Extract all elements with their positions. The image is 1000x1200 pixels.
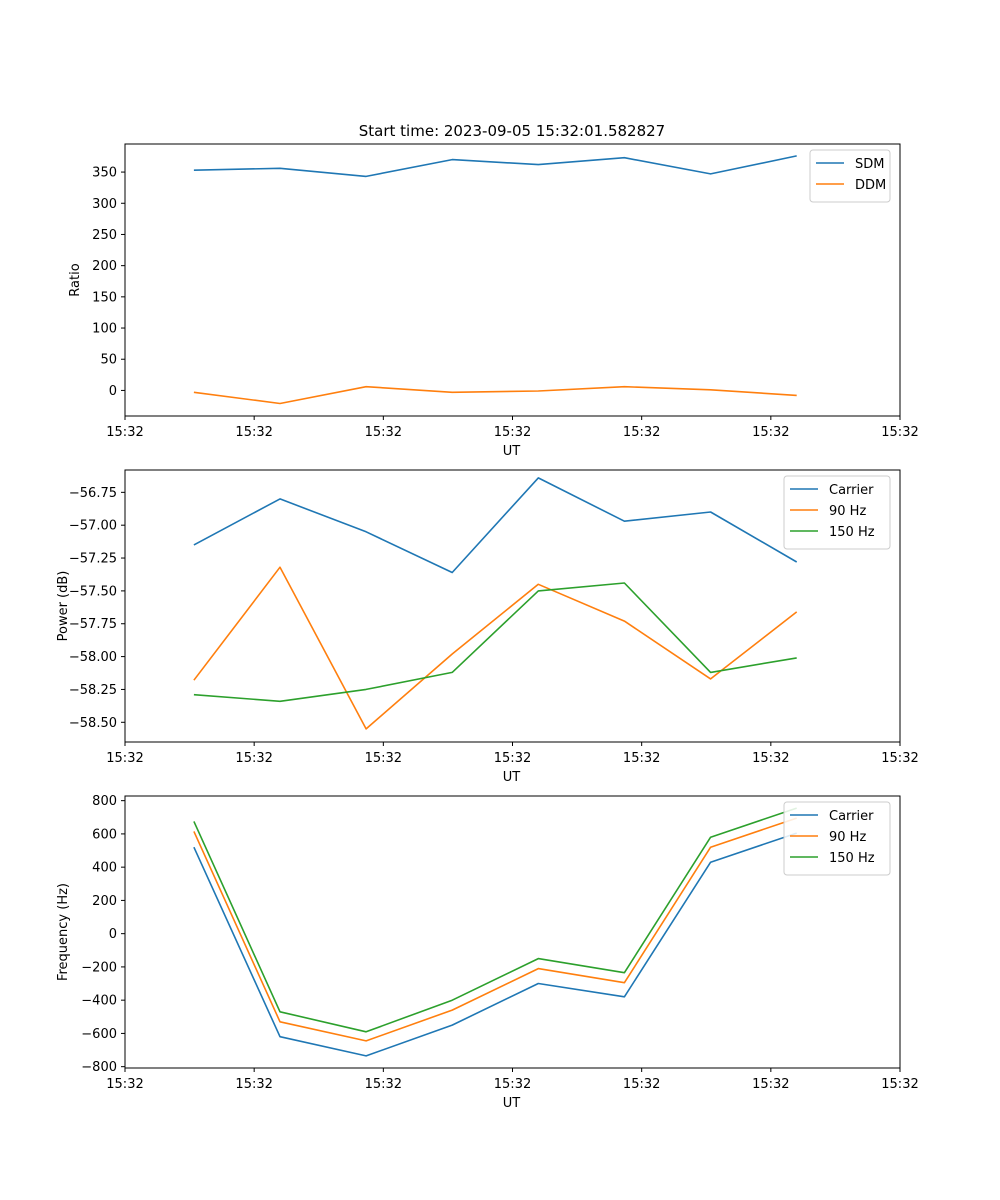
- x-tick-label: 15:32: [365, 1077, 402, 1092]
- plot-area: [124, 143, 901, 417]
- y-tick-label: −400: [81, 994, 117, 1009]
- figure-title: Start time: 2023-09-05 15:32:01.582827: [359, 122, 665, 140]
- chart-1: 0 50 100 150 200 250 300 350 15:32 15:32 15:32 15:3…: [68, 143, 919, 459]
- legend-label: 150 Hz: [829, 851, 875, 866]
- y-axis-label: Frequency (Hz): [56, 883, 71, 981]
- x-tick-label: 15:32: [235, 425, 272, 440]
- x-tick-label: 15:32: [623, 751, 660, 766]
- y-tick-label: 250: [92, 228, 117, 243]
- x-tick-label: 15:32: [494, 751, 531, 766]
- y-tick-label: 50: [100, 353, 117, 368]
- y-tick-label: 100: [92, 322, 117, 337]
- x-tick-label: 15:32: [623, 425, 660, 440]
- y-tick-label: 400: [92, 861, 117, 876]
- chart-2: −58.50 −58.25 −58.00 −57.75 −57.50 −57.25 −57.…: [56, 469, 919, 785]
- x-tick-label: 15:32: [623, 1077, 660, 1092]
- x-tick-label: 15:32: [881, 425, 918, 440]
- series-line-carrier: [193, 477, 798, 574]
- legend-label: 90 Hz: [829, 830, 866, 845]
- y-tick-label: 150: [92, 290, 117, 305]
- series-line-sdm: [193, 155, 797, 178]
- series-line-90-hz: [193, 817, 797, 1042]
- y-tick-label: −57.75: [69, 617, 117, 632]
- x-tick-label: 15:32: [752, 425, 789, 440]
- y-tick-label: −600: [81, 1027, 117, 1042]
- y-tick-label: −57.00: [69, 519, 117, 534]
- series-line-90-hz: [193, 566, 798, 730]
- y-tick-label: −200: [81, 960, 117, 975]
- x-tick-label: 15:32: [106, 751, 143, 766]
- y-tick-label: −56.75: [69, 486, 117, 501]
- x-tick-label: 15:32: [365, 425, 402, 440]
- x-tick-label: 15:32: [752, 1077, 789, 1092]
- x-tick-label: 15:32: [235, 1077, 272, 1092]
- y-axis-label: Power (dB): [56, 571, 71, 642]
- y-tick-label: 0: [109, 384, 117, 399]
- y-tick-label: 200: [92, 894, 117, 909]
- y-tick-label: 350: [92, 166, 117, 181]
- x-axis-label: UT: [503, 770, 521, 785]
- legend: Carrier 90 Hz 150 Hz: [783, 475, 891, 550]
- x-tick-label: 15:32: [106, 1077, 143, 1092]
- legend-label: Carrier: [829, 483, 874, 498]
- y-tick-label: −58.00: [69, 650, 117, 665]
- legend-label: 150 Hz: [829, 525, 875, 540]
- chart-3: −800 −600 −400 −200 0 200 400 600 800 15:32 15:32 1…: [56, 794, 919, 1111]
- x-tick-label: 15:32: [106, 425, 143, 440]
- x-tick-label: 15:32: [494, 1077, 531, 1092]
- x-tick-label: 15:32: [752, 751, 789, 766]
- x-tick-label: 15:32: [494, 425, 531, 440]
- y-tick-label: 200: [92, 259, 117, 274]
- legend-label: Carrier: [829, 809, 874, 824]
- x-tick-label: 15:32: [881, 751, 918, 766]
- legend: Carrier 90 Hz 150 Hz: [783, 801, 891, 876]
- x-tick-label: 15:32: [881, 1077, 918, 1092]
- series-line-ddm: [193, 385, 797, 405]
- y-tick-label: −57.50: [69, 584, 117, 599]
- y-tick-label: 600: [92, 827, 117, 842]
- legend-label: SDM: [855, 157, 884, 172]
- series-line-150-hz: [193, 807, 797, 1033]
- y-tick-label: −58.25: [69, 683, 117, 698]
- y-tick-label: 800: [92, 794, 117, 809]
- y-tick-label: 300: [92, 197, 117, 212]
- x-tick-label: 15:32: [365, 751, 402, 766]
- y-tick-label: 0: [109, 927, 117, 942]
- y-tick-label: −58.50: [69, 716, 117, 731]
- x-axis-label: UT: [503, 444, 521, 459]
- y-tick-label: −800: [81, 1060, 117, 1075]
- series-line-150-hz: [193, 582, 797, 703]
- x-tick-label: 15:32: [235, 751, 272, 766]
- y-tick-label: −57.25: [69, 552, 117, 567]
- x-axis-label: UT: [503, 1096, 521, 1111]
- y-axis-label: Ratio: [68, 263, 83, 296]
- charts-container: 0 50 100 150 200 250 300 350 15:32 15:32 15:32 15:3…: [56, 143, 919, 1111]
- legend: SDM DDM: [809, 149, 891, 203]
- series-line-carrier: [193, 832, 797, 1057]
- legend-label: 90 Hz: [829, 504, 866, 519]
- legend-label: DDM: [855, 178, 886, 193]
